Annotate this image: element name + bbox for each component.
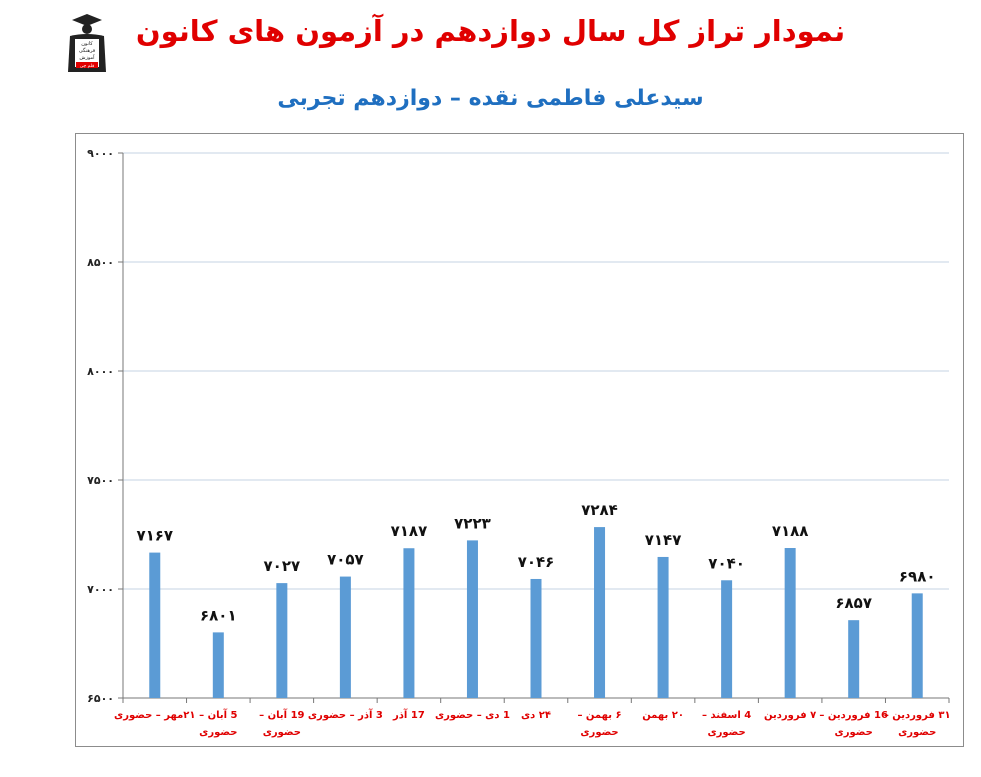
logo-line-3: آموزش [79, 54, 95, 61]
x-tick-label: ۷ فروردین [764, 710, 816, 721]
data-label: ۷۱۴۷ [645, 531, 682, 549]
x-tick-label: ۲۰ بهمن [642, 710, 684, 721]
data-label: ۷۰۵۷ [327, 551, 364, 569]
x-tick-label: ۲۱مهر – حضوری [114, 710, 195, 721]
x-tick-label: حضوری [263, 727, 301, 738]
y-tick-label: ۷۰۰۰ [87, 583, 114, 596]
x-tick-label: حضوری [199, 727, 237, 738]
logo-line-1: کانون [81, 41, 93, 47]
x-tick-label: حضوری [835, 727, 873, 738]
bar [530, 578, 542, 698]
bar [466, 540, 478, 698]
bar [657, 556, 669, 698]
bar [212, 632, 224, 698]
bar [784, 548, 796, 698]
x-tick-label: حضوری [707, 727, 745, 738]
x-tick-label: ۳۱ فروردین – [884, 710, 951, 721]
y-tick-label: ۹۰۰۰ [87, 147, 114, 160]
bar-chart: ۶۵۰۰ ۷۰۰۰ ۷۵۰۰ ۸۰۰۰ ۸۵۰۰ ۹۰۰۰ ۷۱۶۷ ۲۱مهر – حضور… [87, 147, 951, 738]
bar [339, 576, 351, 698]
data-label: ۷۲۸۴ [581, 501, 618, 519]
data-label: ۷۰۴۶ [518, 553, 555, 571]
data-label: ۷۱۸۷ [391, 522, 428, 540]
bar [149, 552, 161, 698]
data-label: ۷۱۶۷ [136, 527, 173, 545]
data-label: ۷۰۲۷ [264, 557, 301, 575]
x-tick-label: 17 آذر [392, 708, 425, 721]
bar [911, 593, 923, 698]
x-tick-label: 4 اسفند – [702, 710, 751, 721]
data-label: ۷۲۲۳ [454, 514, 491, 532]
data-label: ۷۱۸۸ [772, 522, 809, 540]
bar [848, 620, 860, 698]
bar [276, 583, 288, 698]
bar [721, 580, 733, 698]
y-tick-label: ۷۵۰۰ [87, 474, 114, 487]
x-tick-label: 16 فروردین – [819, 710, 888, 721]
x-tick-label: ۲۴ دی [521, 710, 551, 721]
bar [403, 548, 415, 698]
x-tick-label: 1 دی – حضوری [435, 710, 510, 721]
y-tick-label: ۶۵۰۰ [87, 692, 114, 705]
data-label: ۶۸۵۷ [835, 594, 872, 612]
x-tick-label: حضوری [580, 727, 618, 738]
x-tick-label: 19 آبان – [259, 708, 304, 721]
x-tick-label: حضوری [898, 727, 936, 738]
data-label: ۶۹۸۰ [899, 567, 936, 585]
chart-subtitle: سیدعلی فاطمی نقده – دوازدهم تجربی [277, 86, 704, 111]
bar [594, 527, 606, 698]
data-label: ۷۰۴۰ [708, 554, 745, 572]
kanoon-logo: کانون فرهنگی آموزش قلم چی [68, 14, 106, 72]
x-tick-label: 3 آذر – حضوری [308, 708, 383, 721]
logo-line-2: فرهنگی [79, 47, 96, 54]
y-tick-label: ۸۰۰۰ [87, 365, 114, 378]
x-tick-label: ۶ بهمن – [577, 710, 621, 721]
chart-area: ۶۵۰۰ ۷۰۰۰ ۷۵۰۰ ۸۰۰۰ ۸۵۰۰ ۹۰۰۰ ۷۱۶۷ ۲۱مهر – حضور… [75, 133, 964, 747]
chart-title: نمودار تراز کل سال دوازدهم در آزمون های … [135, 14, 846, 48]
y-tick-label: ۸۵۰۰ [87, 256, 114, 269]
data-label: ۶۸۰۱ [200, 606, 237, 624]
x-tick-label: 5 آبان – [199, 708, 237, 721]
logo-line-4: قلم چی [80, 64, 95, 69]
